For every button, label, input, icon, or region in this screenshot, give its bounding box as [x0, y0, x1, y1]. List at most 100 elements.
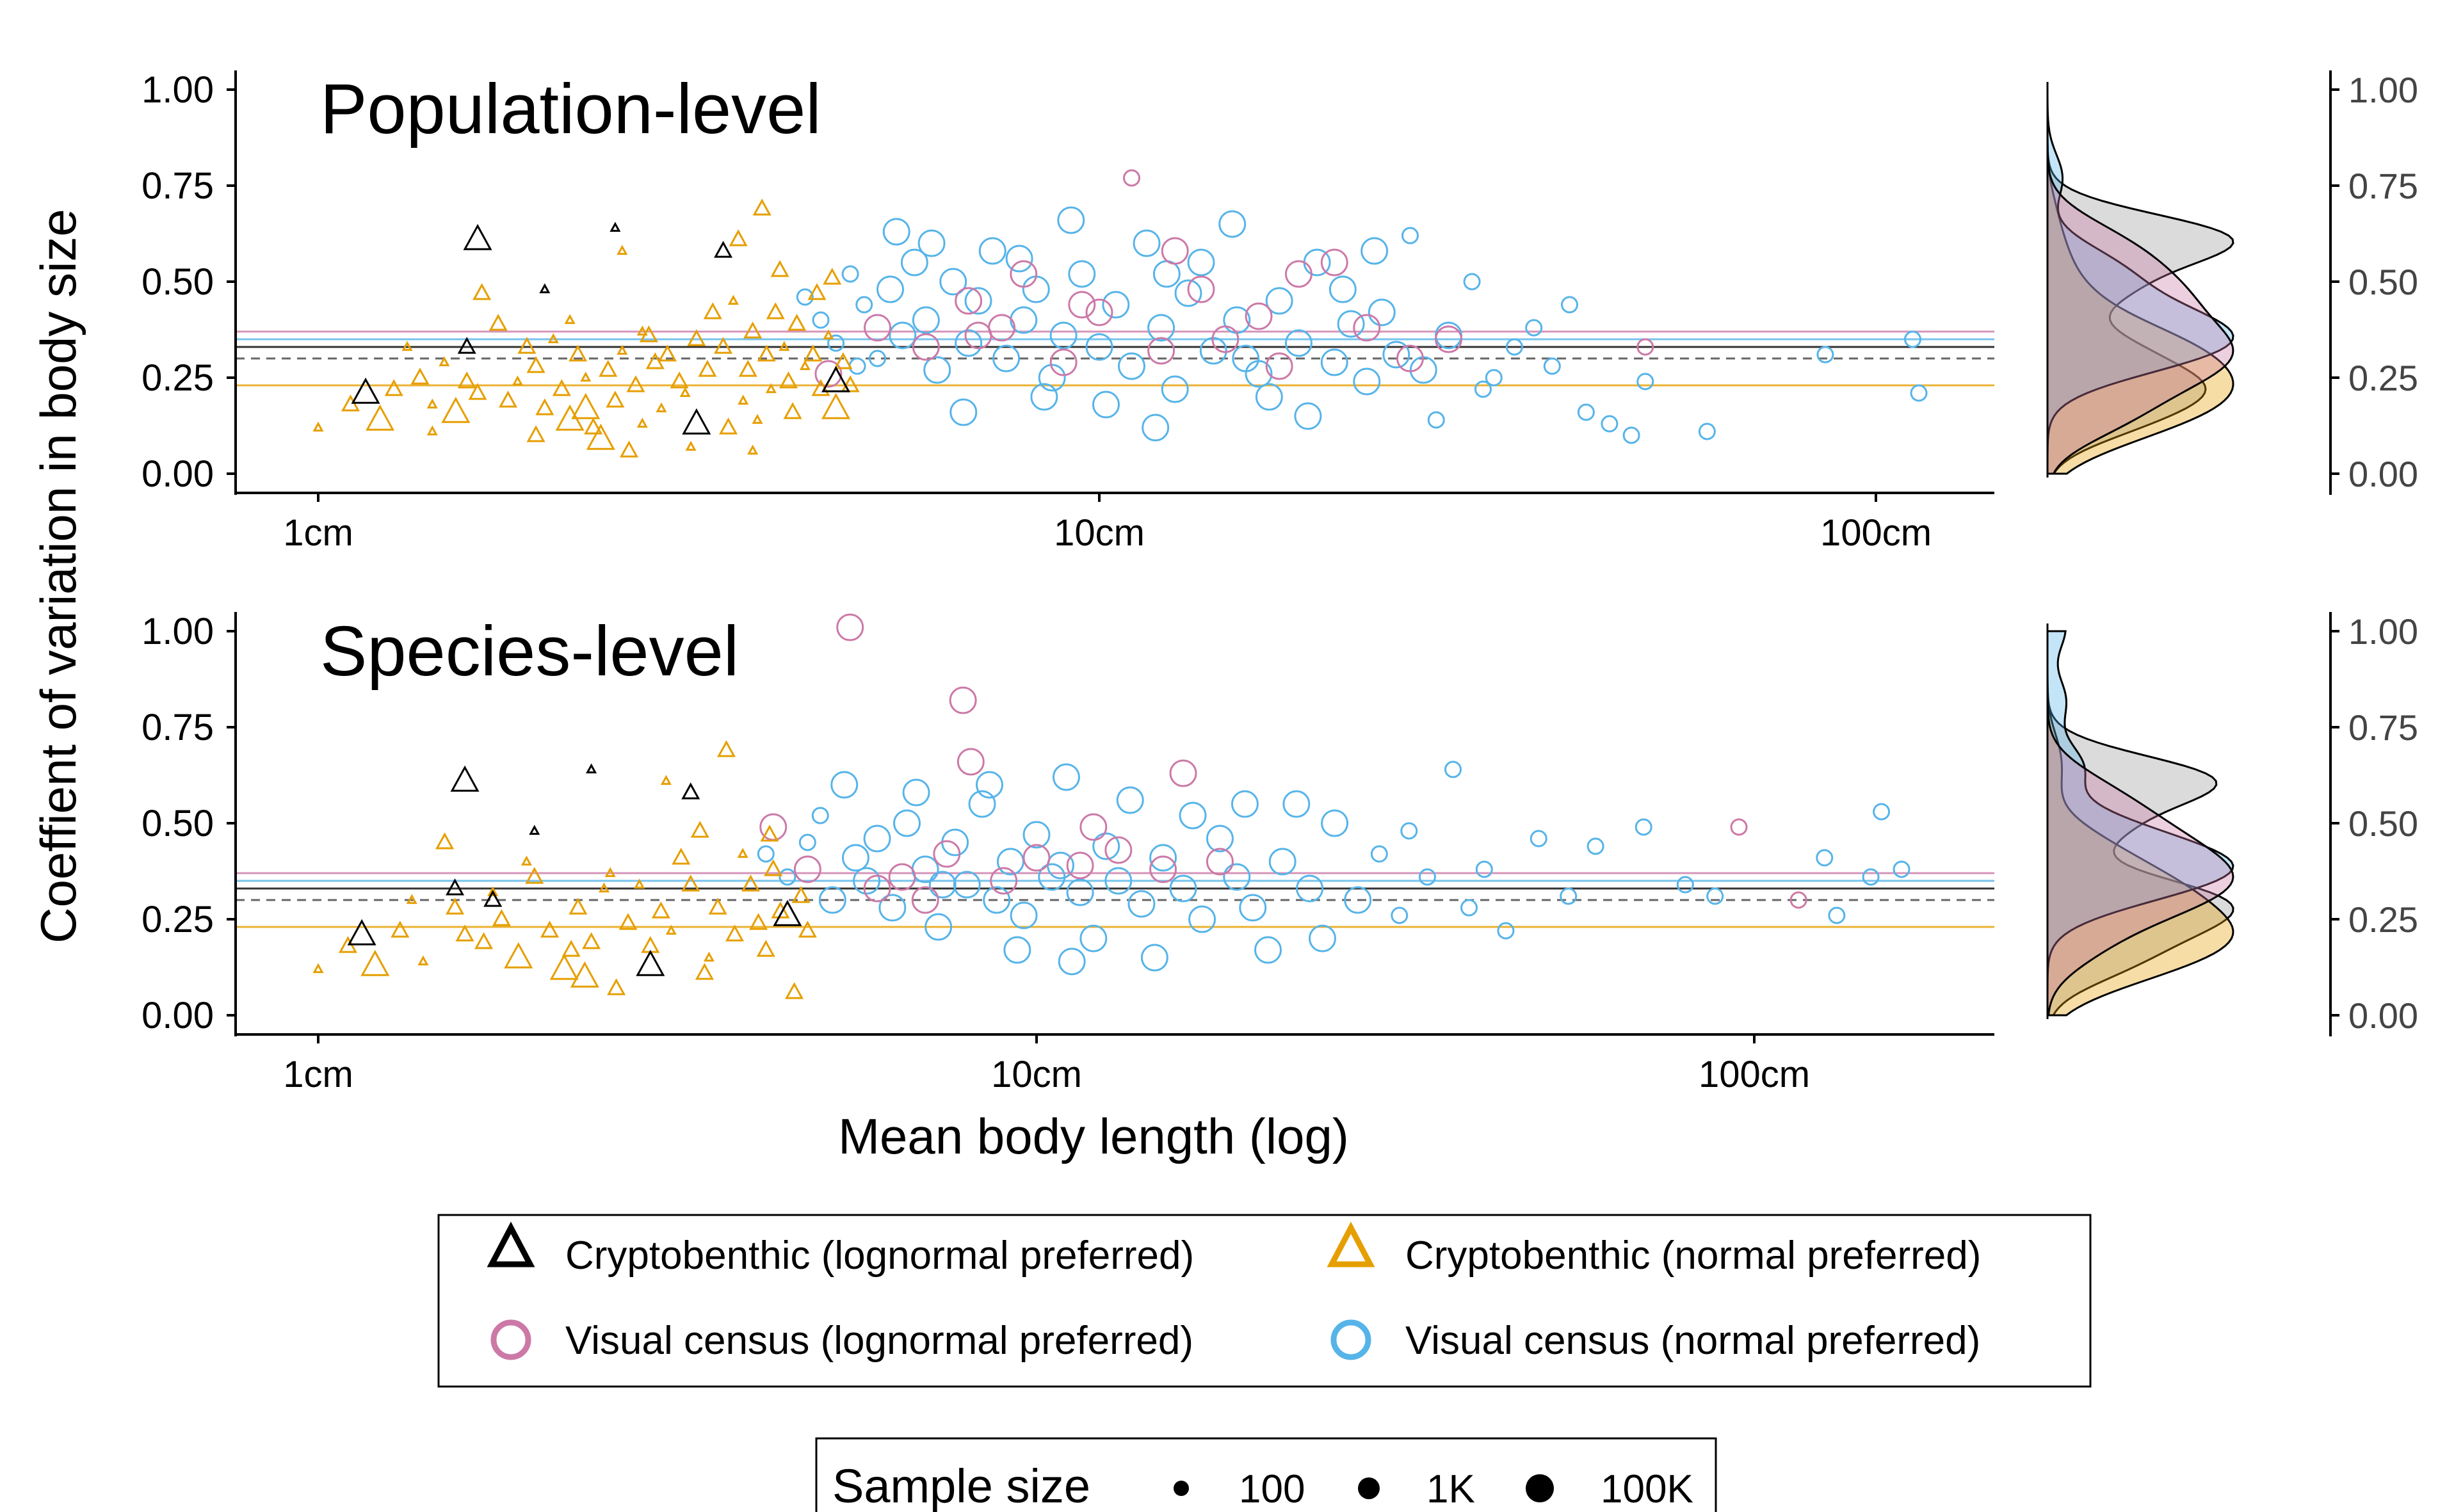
point-cryptobenthic-normal-preferred	[798, 921, 817, 938]
point-visual-census-lognormal-preferred	[1206, 848, 1234, 876]
point-visual-census-lognormal-preferred	[1353, 314, 1381, 342]
point-cryptobenthic-normal-preferred	[703, 302, 722, 319]
point-visual-census-normal-preferred	[1117, 352, 1145, 380]
point-visual-census-normal-preferred	[1232, 344, 1260, 373]
point-cryptobenthic-normal-preferred	[799, 360, 811, 371]
point-visual-census-normal-preferred	[978, 237, 1006, 265]
point-visual-census-lognormal-preferred	[1022, 844, 1051, 872]
point-visual-census-lognormal-preferred	[1104, 836, 1133, 864]
point-cryptobenthic-normal-preferred	[658, 344, 677, 362]
point-cryptobenthic-normal-preferred	[783, 402, 802, 419]
density-tick-label: 0.50	[2348, 803, 2418, 844]
point-visual-census-lognormal-preferred	[911, 886, 939, 914]
point-cryptobenthic-lognormal-preferred	[586, 763, 597, 774]
point-cryptobenthic-normal-preferred	[738, 394, 749, 405]
point-visual-census-normal-preferred	[983, 886, 1011, 914]
y-tick-label: 0.50	[141, 261, 214, 303]
point-cryptobenthic-normal-preferred	[312, 421, 324, 432]
point-cryptobenthic-lognormal-preferred	[610, 221, 621, 232]
point-visual-census-normal-preferred	[1010, 901, 1038, 929]
point-cryptobenthic-normal-preferred	[749, 913, 768, 930]
point-cryptobenthic-normal-preferred	[841, 375, 860, 392]
point-visual-census-normal-preferred	[1058, 947, 1086, 976]
point-visual-census-normal-preferred	[853, 867, 881, 895]
legend-label-visual-normal: Visual census (normal preferred)	[1405, 1319, 1980, 1363]
point-visual-census-normal-preferred	[1127, 890, 1156, 918]
point-cryptobenthic-normal-preferred	[738, 360, 757, 377]
point-visual-census-lognormal-preferred	[1147, 337, 1175, 365]
point-visual-census-normal-preferred	[1308, 924, 1336, 953]
point-cryptobenthic-normal-preferred	[312, 963, 324, 974]
point-cryptobenthic-lognormal-preferred	[351, 377, 380, 404]
point-cryptobenthic-normal-preferred	[729, 229, 748, 246]
point-visual-census-normal-preferred	[1169, 874, 1197, 903]
point-visual-census-normal-preferred	[1022, 821, 1051, 849]
point-visual-census-normal-preferred	[902, 778, 930, 807]
point-cryptobenthic-normal-preferred	[690, 821, 709, 838]
point-cryptobenthic-normal-preferred	[770, 260, 789, 277]
point-visual-census-lognormal-preferred	[1079, 813, 1108, 841]
point-visual-census-lognormal-preferred	[1789, 891, 1807, 909]
point-visual-census-normal-preferred	[1022, 275, 1050, 303]
size-legend-box	[815, 1437, 1717, 1512]
point-cryptobenthic-normal-preferred	[737, 848, 748, 858]
point-visual-census-normal-preferred	[1353, 367, 1381, 396]
legend-blue-circle-icon	[1330, 1319, 1371, 1360]
point-cryptobenthic-normal-preferred	[636, 325, 648, 336]
point-visual-census-normal-preferred	[811, 807, 829, 824]
x-tick-label: 10cm	[991, 1054, 1082, 1095]
point-visual-census-normal-preferred	[1147, 314, 1175, 342]
panel-population-y-ticks: 0.00 0.25 0.50 0.75 1.00	[141, 69, 236, 495]
point-visual-census-normal-preferred	[1816, 849, 1834, 867]
point-visual-census-normal-preferred	[1049, 321, 1078, 350]
point-visual-census-normal-preferred	[757, 845, 775, 863]
point-visual-census-normal-preferred	[1102, 291, 1130, 319]
point-cryptobenthic-lognormal-preferred	[450, 765, 480, 792]
point-visual-census-lognormal-preferred	[933, 840, 961, 868]
point-cryptobenthic-normal-preferred	[687, 329, 706, 346]
point-visual-census-normal-preferred	[900, 248, 928, 277]
point-cryptobenthic-normal-preferred	[441, 396, 471, 423]
point-visual-census-normal-preferred	[1255, 383, 1283, 411]
density-population-ticks: 0.00 0.25 0.50 0.75 1.00	[2330, 70, 2418, 494]
point-visual-census-normal-preferred	[928, 871, 957, 899]
legend-label-visual-lognormal: Visual census (lognormal preferred)	[565, 1319, 1193, 1363]
point-cryptobenthic-normal-preferred	[584, 417, 603, 435]
point-visual-census-normal-preferred	[1245, 360, 1273, 388]
point-cryptobenthic-lognormal-preferred	[681, 782, 700, 800]
size-legend-title: Sample size	[832, 1460, 1090, 1512]
point-visual-census-normal-preferred	[889, 321, 917, 350]
point-cryptobenthic-normal-preferred	[834, 352, 853, 369]
point-cryptobenthic-normal-preferred	[681, 874, 700, 892]
point-cryptobenthic-normal-preferred	[823, 268, 842, 285]
point-visual-census-normal-preferred	[941, 828, 969, 857]
density-tick-label: 0.75	[2348, 166, 2418, 206]
y-axis-title: Coeffient of variation in body size	[30, 209, 86, 944]
point-visual-census-normal-preferred	[1828, 906, 1846, 924]
point-visual-census-lognormal-preferred	[1435, 325, 1463, 353]
point-visual-census-normal-preferred	[1475, 860, 1493, 878]
point-visual-census-normal-preferred	[1401, 227, 1419, 245]
point-cryptobenthic-lognormal-preferred	[529, 824, 540, 835]
legend-label-crypto-lognormal: Cryptobenthic (lognormal preferred)	[565, 1234, 1194, 1278]
point-visual-census-normal-preferred	[1505, 338, 1523, 356]
point-cryptobenthic-normal-preferred	[535, 398, 554, 415]
point-cryptobenthic-normal-preferred	[468, 383, 487, 400]
point-cryptobenthic-normal-preferred	[598, 882, 610, 893]
point-visual-census-normal-preferred	[812, 311, 830, 329]
point-visual-census-normal-preferred	[1133, 229, 1161, 257]
shape-legend-box	[437, 1214, 2092, 1388]
point-visual-census-normal-preferred	[1179, 801, 1207, 830]
point-cryptobenthic-normal-preferred	[752, 414, 763, 424]
point-cryptobenthic-normal-preferred	[526, 425, 545, 442]
x-tick-label: 100cm	[1820, 512, 1932, 554]
point-cryptobenthic-normal-preferred	[619, 440, 639, 458]
point-cryptobenthic-normal-preferred	[665, 924, 677, 935]
point-visual-census-normal-preferred	[1187, 248, 1215, 277]
point-visual-census-normal-preferred	[1400, 822, 1418, 840]
point-visual-census-normal-preferred	[1030, 383, 1058, 411]
point-visual-census-normal-preferred	[1601, 415, 1619, 433]
point-visual-census-lognormal-preferred	[1320, 248, 1348, 277]
point-visual-census-normal-preferred	[1370, 845, 1388, 863]
